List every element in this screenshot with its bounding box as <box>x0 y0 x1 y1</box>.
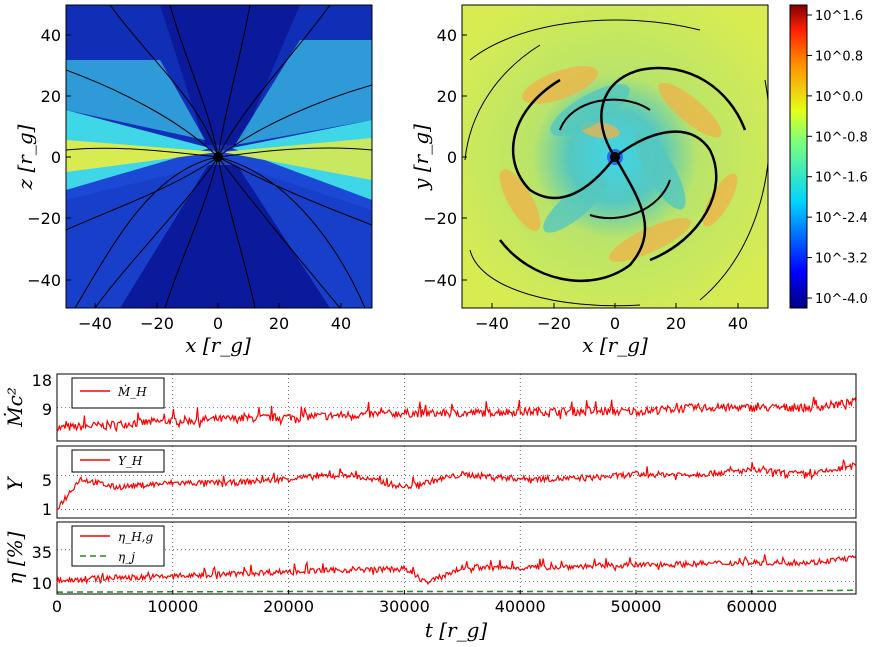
poloidal-ytick: −20 <box>27 209 61 228</box>
poloidal-xtick: −40 <box>78 314 112 333</box>
accretion-ytick: 9 <box>42 400 52 419</box>
colorbar-tick-label: 10^0.8 <box>815 49 863 64</box>
equatorial-ytick: −40 <box>423 271 457 290</box>
efficiency-ylabel: η [%] <box>3 531 27 584</box>
time-xlabel: t [r_g] <box>425 618 488 642</box>
flux-grid <box>57 446 856 518</box>
colorbar-tick-label: 10^1.6 <box>815 9 863 24</box>
time-tick-label: 20000 <box>263 597 314 616</box>
equatorial-xlabel: x [r_g] <box>582 333 648 357</box>
time-tick-label: 40000 <box>495 597 546 616</box>
equatorial-ytick: 0 <box>447 148 457 167</box>
accretion-ytick: 18 <box>32 371 52 390</box>
equatorial-ytick: 40 <box>437 26 457 45</box>
equatorial-streamlines <box>464 19 768 307</box>
colorbar-tick-label: 10^-1.6 <box>815 171 868 186</box>
equatorial-ytick: 20 <box>437 87 457 106</box>
efficiency-ytick: 35 <box>32 543 52 562</box>
poloidal-panel: −40 −20 0 20 40 −40 −20 0 20 40 x [r_g] … <box>13 4 373 357</box>
colorbar-tick-label: 10^0.0 <box>815 90 863 105</box>
colorbar-tick-label: 10^-3.2 <box>815 252 868 267</box>
flux-series-line <box>56 459 857 511</box>
time-tick-label: 50000 <box>611 597 662 616</box>
accretion-series-line <box>56 396 857 433</box>
poloidal-ylabel: z [r_g] <box>13 124 37 190</box>
efficiency-hg-series-line <box>56 554 857 586</box>
poloidal-xtick: 40 <box>331 314 351 333</box>
accretion-panel: Ṁ_H 18 9 Ṁc² <box>3 371 857 442</box>
colorbar-tick-label: 10^-0.8 <box>815 130 868 145</box>
equatorial-ytick: −20 <box>423 209 457 228</box>
accretion-ylabel: Ṁc² <box>3 387 27 428</box>
equatorial-xtick: 40 <box>728 314 748 333</box>
poloidal-ytick: 20 <box>41 87 61 106</box>
poloidal-xlabel: x [r_g] <box>185 333 251 357</box>
equatorial-xtick: 20 <box>666 314 686 333</box>
colorbar-ticks: 10^1.6 10^0.8 10^0.0 10^-0.8 10^-1.6 10^-2.4 1… <box>807 9 868 307</box>
timeseries-panels: Ṁ_H 18 9 Ṁc² Υ_H 5 1 Υ <box>3 371 857 642</box>
flux-legend: Υ_H <box>71 449 165 473</box>
efficiency-jet-series-line <box>57 589 857 593</box>
equatorial-xtick: −20 <box>537 314 571 333</box>
poloidal-ytick: 0 <box>51 148 61 167</box>
equatorial-ylabel: y [r_g] <box>409 124 433 191</box>
time-axis-ticks: 0 10000 20000 30000 40000 50000 60000 <box>52 590 777 616</box>
efficiency-legend-label-hg: η_H,g <box>118 530 153 544</box>
colorbar: 10^1.6 10^0.8 10^0.0 10^-0.8 10^-1.6 10^-2.4 1… <box>789 4 868 309</box>
efficiency-ytick: 10 <box>32 574 52 593</box>
poloidal-xtick: 20 <box>269 314 289 333</box>
poloidal-streamlines <box>66 5 372 308</box>
flux-ylabel: Υ <box>3 476 27 491</box>
equatorial-xtick: 0 <box>610 314 620 333</box>
flux-ytick: 5 <box>42 471 52 490</box>
poloidal-axes <box>66 34 342 308</box>
poloidal-xtick: −20 <box>140 314 174 333</box>
poloidal-ytick: −40 <box>27 271 61 290</box>
accretion-legend-label: Ṁ_H <box>117 384 147 399</box>
time-tick-label: 60000 <box>726 597 777 616</box>
flux-legend-label: Υ_H <box>118 454 143 468</box>
flux-panel: Υ_H 5 1 Υ <box>3 445 857 519</box>
efficiency-panel: η_H,g η_j 35 10 η [%] <box>3 521 857 595</box>
poloidal-ytick: 40 <box>41 26 61 45</box>
equatorial-panel: −40 −20 0 20 40 −40 −20 0 20 40 x [r_g] … <box>409 4 769 357</box>
equatorial-xtick: −40 <box>475 314 509 333</box>
colorbar-tick-label: 10^-2.4 <box>815 211 868 226</box>
accretion-legend: Ṁ_H <box>71 377 165 409</box>
efficiency-grid <box>57 522 856 594</box>
time-tick-label: 0 <box>52 597 62 616</box>
efficiency-legend-label-j: η_j <box>118 550 135 564</box>
equatorial-axes <box>462 34 739 308</box>
flux-ytick: 1 <box>42 500 52 519</box>
colorbar-tick-label: 10^-4.0 <box>815 292 868 307</box>
efficiency-legend: η_H,g η_j <box>71 525 165 567</box>
time-tick-label: 30000 <box>379 597 430 616</box>
time-tick-label: 10000 <box>147 597 198 616</box>
poloidal-xtick: 0 <box>213 314 223 333</box>
